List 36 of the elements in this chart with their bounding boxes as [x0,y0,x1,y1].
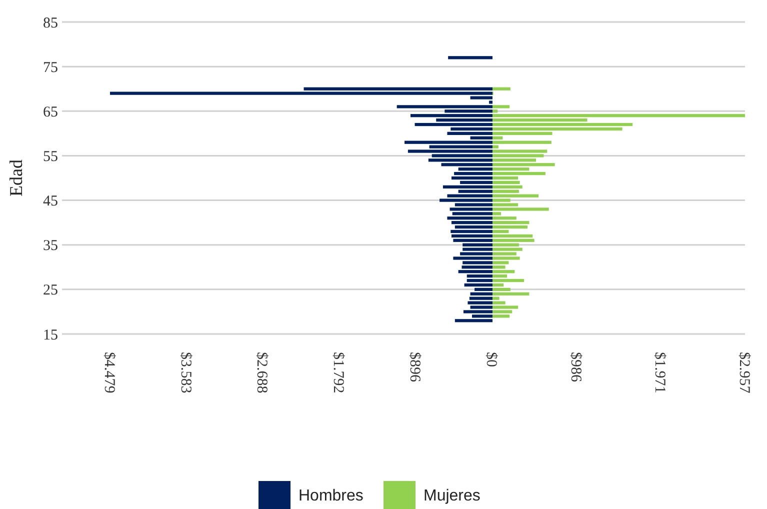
bar [464,283,492,287]
x-tick-label: $2.688 [254,352,270,394]
y-tick-label: 25 [43,282,58,299]
legend-label: Mujeres [424,488,480,505]
bar [466,278,492,282]
y-tick-label: 55 [43,148,58,165]
y-axis-title: Edad [6,160,26,196]
bar [492,225,528,229]
bar [492,234,533,238]
y-tick-label: 65 [43,104,58,120]
bar [448,56,492,60]
bar [492,122,633,126]
y-tick-label: 85 [43,15,58,32]
x-tick-label: $0 [483,352,500,367]
x-tick-label: $1.792 [330,352,346,394]
bar [492,105,510,108]
legend-label: Hombres [298,488,364,505]
y-tick-label: 35 [43,238,58,254]
bar [492,278,524,282]
bar [492,180,520,184]
bar [450,230,492,234]
bar [454,172,492,176]
x-tick-label: $986 [567,352,584,382]
bar [451,234,492,238]
y-tick-label: 45 [43,194,58,210]
bar [492,172,546,176]
x-tick-label: $1.971 [652,352,668,394]
x-tick-label: $2.957 [736,352,752,394]
bar [454,225,492,229]
y-tick-label: 75 [43,60,58,76]
y-tick-label: 15 [43,327,58,344]
x-tick-label: $3.583 [177,352,194,394]
bar [414,122,492,126]
x-tick-label: $896 [406,352,423,382]
bar [451,176,492,180]
x-tick-label: $4.479 [100,352,117,394]
